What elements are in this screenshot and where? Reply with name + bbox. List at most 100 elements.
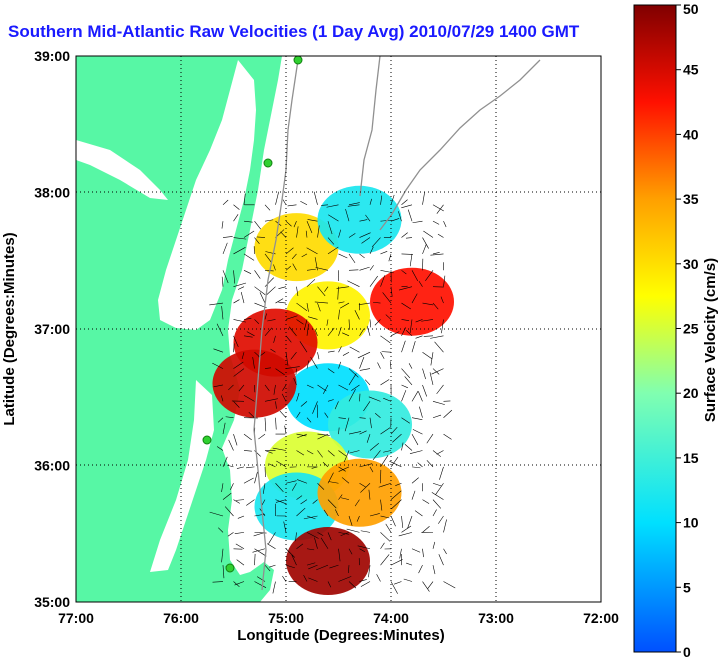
- current-vector: [359, 579, 367, 582]
- current-vector: [342, 332, 350, 337]
- current-vector: [390, 581, 398, 594]
- current-vector: [338, 427, 340, 435]
- current-vector: [209, 511, 224, 517]
- current-vector: [348, 548, 353, 555]
- current-vector: [334, 401, 339, 410]
- current-vector: [415, 319, 423, 323]
- colorbar: [633, 4, 677, 653]
- current-vector: [296, 543, 304, 550]
- current-vector: [385, 314, 392, 320]
- current-vector: [354, 499, 360, 507]
- current-vector: [288, 326, 297, 337]
- current-vector: [314, 301, 329, 304]
- current-vector: [432, 220, 440, 225]
- current-vector: [323, 509, 329, 517]
- current-vector: [395, 482, 402, 486]
- current-vector: [273, 335, 276, 343]
- current-vector: [411, 417, 423, 420]
- current-vector: [218, 527, 224, 533]
- current-vector: [422, 499, 430, 504]
- current-vector: [264, 398, 278, 402]
- current-vector: [317, 450, 323, 458]
- current-vector: [216, 446, 224, 451]
- current-vector: [438, 554, 444, 566]
- station-marker: [225, 563, 235, 573]
- current-vector: [339, 302, 350, 309]
- colorbar-tick-label: 10: [683, 515, 699, 531]
- current-vector: [264, 367, 272, 369]
- current-vector: [326, 204, 339, 208]
- current-vector: [426, 433, 434, 444]
- current-vector: [380, 352, 385, 359]
- x-tick-label: 77:00: [58, 610, 94, 626]
- current-vector: [290, 352, 297, 360]
- current-vector: [303, 319, 308, 331]
- colorbar-tick-label: 50: [683, 1, 699, 17]
- current-vector: [380, 427, 391, 435]
- current-vector: [312, 499, 318, 504]
- current-vector: [338, 548, 341, 562]
- current-vector: [358, 302, 371, 306]
- current-vector: [285, 220, 292, 227]
- current-vector: [238, 384, 245, 392]
- current-vector: [278, 286, 287, 289]
- current-vector: [369, 513, 380, 517]
- current-vector: [348, 565, 350, 574]
- current-vector: [342, 351, 350, 356]
- current-vector: [431, 368, 444, 375]
- current-vector: [267, 543, 276, 550]
- current-vector: [441, 319, 444, 334]
- current-vector: [419, 406, 423, 418]
- current-vector: [221, 276, 224, 287]
- current-vector: [363, 401, 371, 412]
- current-vector: [285, 335, 292, 343]
- current-vector: [411, 270, 419, 282]
- current-vector: [369, 265, 374, 271]
- current-vector: [209, 302, 224, 306]
- current-vector: [236, 466, 245, 469]
- current-vector: [275, 499, 287, 503]
- current-vector: [401, 525, 412, 533]
- current-vector: [301, 253, 308, 258]
- current-vector: [432, 565, 436, 575]
- current-vector: [327, 581, 332, 588]
- current-vector: [300, 401, 308, 407]
- current-vector: [401, 384, 409, 389]
- current-vector: [401, 232, 408, 238]
- current-vector: [359, 219, 368, 222]
- current-vector: [443, 275, 446, 287]
- current-vector: [296, 286, 299, 297]
- current-vector: [268, 532, 276, 544]
- current-vector: [393, 581, 402, 585]
- current-vector: [254, 319, 260, 324]
- current-vector: [240, 291, 245, 304]
- current-vector: [278, 301, 287, 304]
- current-vector: [233, 204, 240, 210]
- current-vector: [291, 253, 297, 260]
- current-vector: [328, 481, 339, 484]
- current-vector: [338, 253, 348, 259]
- current-vector: [359, 232, 371, 238]
- current-vector: [317, 433, 329, 440]
- current-vector: [262, 483, 266, 494]
- current-vector: [334, 509, 339, 517]
- current-vector: [422, 244, 427, 255]
- current-vector: [317, 532, 324, 536]
- current-vector: [314, 329, 318, 336]
- current-vector: [225, 416, 234, 419]
- current-vector: [213, 384, 224, 388]
- current-vector: [293, 378, 297, 386]
- current-vector: [314, 257, 318, 271]
- current-vector: [254, 220, 261, 230]
- current-vector: [287, 204, 297, 207]
- current-vector: [306, 548, 315, 551]
- current-vector: [327, 221, 333, 235]
- current-vector: [311, 466, 318, 469]
- chart-title: Southern Mid-Atlantic Raw Velocities (1 …: [8, 22, 580, 41]
- current-vector: [234, 532, 245, 534]
- current-vector: [228, 439, 234, 451]
- current-vector: [233, 237, 247, 240]
- current-vector: [296, 507, 306, 517]
- current-vector: [368, 565, 371, 578]
- current-vector: [426, 460, 434, 468]
